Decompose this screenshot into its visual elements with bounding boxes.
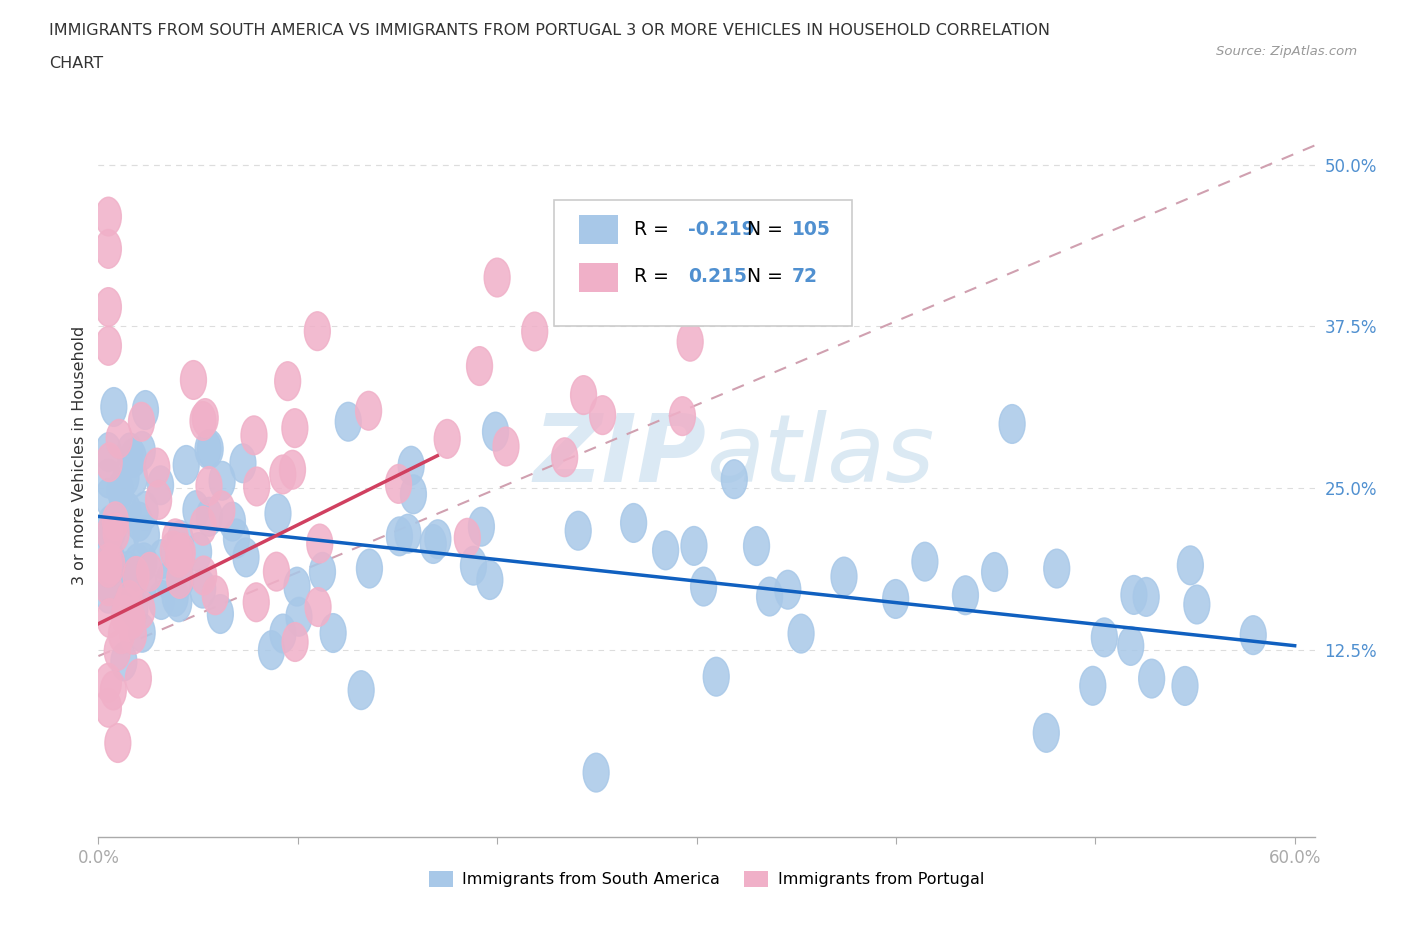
Text: ZIP: ZIP xyxy=(534,410,707,501)
FancyBboxPatch shape xyxy=(579,216,617,245)
Text: 105: 105 xyxy=(792,219,831,239)
Text: 0.215: 0.215 xyxy=(689,267,747,286)
Text: N =: N = xyxy=(747,219,783,239)
Text: atlas: atlas xyxy=(707,410,935,501)
Text: N =: N = xyxy=(747,267,783,286)
Text: IMMIGRANTS FROM SOUTH AMERICA VS IMMIGRANTS FROM PORTUGAL 3 OR MORE VEHICLES IN : IMMIGRANTS FROM SOUTH AMERICA VS IMMIGRA… xyxy=(49,23,1050,38)
Y-axis label: 3 or more Vehicles in Household: 3 or more Vehicles in Household xyxy=(72,326,87,585)
Text: R =: R = xyxy=(634,219,668,239)
Text: 72: 72 xyxy=(792,267,818,286)
Legend: Immigrants from South America, Immigrants from Portugal: Immigrants from South America, Immigrant… xyxy=(422,865,991,894)
Text: R =: R = xyxy=(634,267,668,286)
Text: -0.219: -0.219 xyxy=(689,219,755,239)
FancyBboxPatch shape xyxy=(579,263,617,292)
Text: Source: ZipAtlas.com: Source: ZipAtlas.com xyxy=(1216,45,1357,58)
Text: CHART: CHART xyxy=(49,56,103,71)
FancyBboxPatch shape xyxy=(554,200,852,326)
